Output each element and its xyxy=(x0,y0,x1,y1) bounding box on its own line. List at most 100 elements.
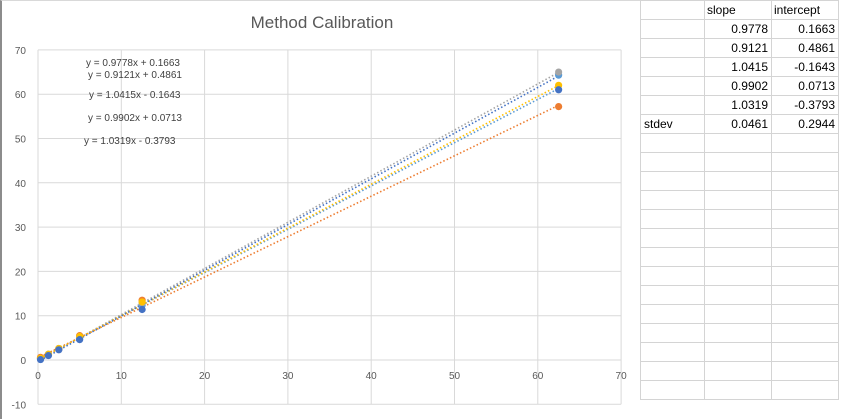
slope-cell[interactable]: 1.0415 xyxy=(704,57,772,77)
empty-cell[interactable] xyxy=(704,228,772,248)
empty-cell[interactable] xyxy=(640,190,705,210)
intercept-cell[interactable]: 0.2944 xyxy=(771,114,839,134)
empty-cell[interactable] xyxy=(771,361,839,381)
data-point[interactable] xyxy=(36,355,45,364)
empty-cell[interactable] xyxy=(704,342,772,362)
empty-cell[interactable] xyxy=(771,247,839,267)
intercept-cell[interactable]: -0.3793 xyxy=(771,95,839,115)
data-point[interactable] xyxy=(555,86,563,94)
empty-cell[interactable] xyxy=(771,266,839,286)
empty-row xyxy=(640,133,839,153)
row-label-cell[interactable] xyxy=(640,57,705,77)
empty-cell[interactable] xyxy=(640,342,705,362)
row-label-cell[interactable] xyxy=(640,95,705,115)
empty-cell[interactable] xyxy=(771,285,839,305)
empty-row xyxy=(640,152,839,172)
empty-row xyxy=(640,190,839,210)
slope-cell[interactable]: 0.9778 xyxy=(704,19,772,39)
chart[interactable]: 70 60 50 40 30 20 10 0 -10 0 10 20 30 40 50 60 70 Method… xyxy=(0,0,640,419)
y-tick-label: -10 xyxy=(12,400,27,411)
empty-cell[interactable] xyxy=(640,133,705,153)
slope-cell[interactable]: 0.0461 xyxy=(704,114,772,134)
trendline xyxy=(40,71,560,361)
cell[interactable] xyxy=(640,0,705,20)
empty-cell[interactable] xyxy=(704,323,772,343)
trendline xyxy=(40,87,559,359)
empty-cell[interactable] xyxy=(704,190,772,210)
empty-cell[interactable] xyxy=(704,133,772,153)
data-point[interactable] xyxy=(138,298,146,306)
table-row: 0.9902 0.0713 xyxy=(640,76,839,96)
data-point[interactable] xyxy=(44,351,53,360)
y-tick-label: 50 xyxy=(15,135,27,146)
empty-cell[interactable] xyxy=(640,171,705,191)
y-tick-label: 60 xyxy=(15,90,27,101)
empty-cell[interactable] xyxy=(704,285,772,305)
intercept-cell[interactable]: 0.1663 xyxy=(771,19,839,39)
empty-cell[interactable] xyxy=(704,152,772,172)
trendline-equation-4: y = 0.9902x + 0.0713 xyxy=(88,113,182,124)
empty-cell[interactable] xyxy=(640,152,705,172)
empty-cell[interactable] xyxy=(704,380,772,400)
y-tick-label: 40 xyxy=(15,179,27,190)
header-row: slope intercept xyxy=(640,0,839,20)
empty-cell[interactable] xyxy=(640,304,705,324)
row-label-cell[interactable] xyxy=(640,19,705,39)
empty-cell[interactable] xyxy=(640,380,705,400)
empty-cell[interactable] xyxy=(640,247,705,267)
empty-cell[interactable] xyxy=(704,247,772,267)
empty-cell[interactable] xyxy=(640,361,705,381)
intercept-cell[interactable]: 0.4861 xyxy=(771,38,839,58)
empty-cell[interactable] xyxy=(640,323,705,343)
empty-cell[interactable] xyxy=(704,361,772,381)
empty-row xyxy=(640,304,839,324)
trendline-equation-1: y = 0.9778x + 0.1663 xyxy=(86,58,180,69)
empty-cell[interactable] xyxy=(640,228,705,248)
intercept-cell[interactable]: -0.1643 xyxy=(771,57,839,77)
empty-cell[interactable] xyxy=(704,266,772,286)
header-slope[interactable]: slope xyxy=(704,0,772,20)
header-intercept[interactable]: intercept xyxy=(771,0,839,20)
empty-cell[interactable] xyxy=(771,190,839,210)
empty-row xyxy=(640,285,839,305)
empty-cell[interactable] xyxy=(771,209,839,229)
empty-cell[interactable] xyxy=(771,152,839,172)
data-point[interactable] xyxy=(555,103,563,111)
slope-cell[interactable]: 1.0319 xyxy=(704,95,772,115)
empty-cell[interactable] xyxy=(771,342,839,362)
empty-cell[interactable] xyxy=(704,171,772,191)
empty-cell[interactable] xyxy=(771,133,839,153)
intercept-cell[interactable]: 0.0713 xyxy=(771,76,839,96)
x-tick-label: 20 xyxy=(199,371,211,382)
empty-cell[interactable] xyxy=(640,209,705,229)
empty-cell[interactable] xyxy=(640,266,705,286)
chart-title: Method Calibration xyxy=(250,13,394,32)
trendline xyxy=(40,75,560,362)
trendline-equation-5: y = 1.0319x - 0.3793 xyxy=(84,136,176,147)
empty-cell[interactable] xyxy=(704,304,772,324)
empty-cell[interactable] xyxy=(771,380,839,400)
data-point[interactable] xyxy=(138,305,146,314)
data-point[interactable] xyxy=(55,346,63,354)
empty-cell[interactable] xyxy=(640,285,705,305)
empty-cell[interactable] xyxy=(771,304,839,324)
empty-cell[interactable] xyxy=(771,323,839,343)
x-tick-label: 40 xyxy=(366,371,378,382)
data-point[interactable] xyxy=(76,336,84,344)
empty-cell[interactable] xyxy=(704,209,772,229)
row-label-cell[interactable] xyxy=(640,38,705,58)
empty-cell[interactable] xyxy=(771,171,839,191)
empty-cell[interactable] xyxy=(771,228,839,248)
slope-cell[interactable]: 0.9902 xyxy=(704,76,772,96)
spreadsheet-grid[interactable]: slope intercept 0.9778 0.1663 0.9121 0.4861… xyxy=(640,0,841,419)
x-tick-label: 50 xyxy=(449,371,461,382)
data-point[interactable] xyxy=(555,68,563,76)
x-tick-label: 30 xyxy=(282,371,294,382)
empty-row xyxy=(640,228,839,248)
row-label-cell[interactable]: stdev xyxy=(640,114,705,134)
table-row: 1.0415 -0.1643 xyxy=(640,57,839,77)
row-label-cell[interactable] xyxy=(640,76,705,96)
slope-cell[interactable]: 0.9121 xyxy=(704,38,772,58)
table-row: 1.0319 -0.3793 xyxy=(640,95,839,115)
table-row: 0.9121 0.4861 xyxy=(640,38,839,58)
